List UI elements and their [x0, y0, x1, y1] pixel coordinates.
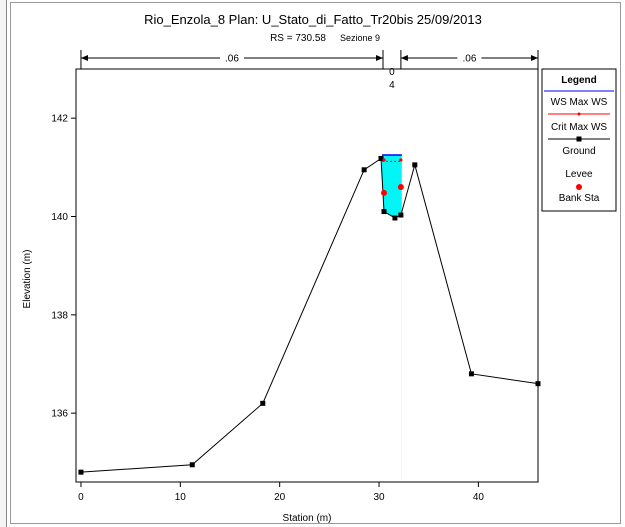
bank-sta-marker: [399, 158, 403, 162]
legend: Legend WS Max WS Crit Max WS Ground Leve…: [541, 68, 617, 212]
manning-left-label-bg: [219, 52, 244, 64]
ground-point: [535, 381, 541, 387]
manning-center-label-bottom: 4: [389, 80, 395, 91]
ground-point: [260, 400, 266, 406]
legend-item-ws-dot: [577, 112, 581, 116]
ground-point: [392, 215, 398, 221]
ground-point: [361, 167, 367, 173]
y-tick-label: 136: [51, 409, 68, 420]
manning-arrowhead: [400, 55, 408, 61]
chart-subtitle-rs: RS = 730.58: [270, 33, 326, 44]
manning-n-annotations: .06 .06 0 4: [80, 50, 539, 91]
x-tick-label: 20: [274, 492, 286, 503]
chart-subtitle-sezione: Sezione 9: [340, 33, 380, 43]
manning-right-label: .06: [462, 54, 476, 65]
ground-point: [468, 371, 474, 377]
legend-item-crit-marker: [576, 136, 582, 142]
chart-frame: [10, 2, 621, 524]
legend-item-levee-label: Levee: [565, 169, 593, 180]
manning-arrowhead: [531, 55, 538, 61]
legend-item-ground-label: Ground: [562, 146, 595, 157]
legend-item-crit-label: Crit Max WS: [551, 122, 607, 133]
levee-marker: [397, 184, 404, 190]
levee-marker: [381, 189, 387, 196]
ground-point: [412, 162, 418, 168]
ground-point: [378, 155, 384, 161]
x-tick-label: 10: [175, 492, 187, 503]
legend-item-ws-label: WS Max WS: [551, 97, 608, 108]
bank-sta-marker: [382, 158, 386, 162]
ground-point: [78, 469, 84, 475]
x-axis-label: Station (m): [283, 513, 332, 524]
y-tick-label: 142: [51, 114, 68, 125]
x-tick-label: 0: [78, 492, 84, 503]
window-left-border: [0, 0, 7, 527]
x-tick-label: 40: [473, 492, 485, 503]
manning-right-label-bg: [457, 52, 482, 64]
plot-area: [75, 68, 539, 483]
y-axis-label: Elevation (m): [22, 250, 33, 309]
y-axis: 136 138 140 142: [51, 114, 76, 420]
manning-arrowhead: [80, 55, 88, 61]
manning-left-label: .06: [225, 54, 239, 65]
x-tick-label: 30: [373, 492, 385, 503]
y-tick-label: 140: [51, 212, 68, 223]
levee-bank-markers: [381, 158, 404, 196]
legend-item-bank-label: Bank Sta: [559, 193, 600, 204]
ground-point: [381, 209, 387, 215]
manning-center-label-top: 0: [389, 67, 395, 78]
ground-point: [189, 462, 195, 468]
x-axis: 0 10 20 30 40: [78, 482, 484, 503]
legend-item-levee-marker: [576, 184, 582, 190]
chart-title: Rio_Enzola_8 Plan: U_Stato_di_Fatto_Tr20…: [144, 12, 482, 27]
y-tick-label: 138: [51, 310, 68, 321]
ground-point: [398, 212, 404, 218]
manning-arrowhead: [376, 55, 384, 61]
ground-profile-layer: [78, 155, 541, 475]
legend-title: Legend: [561, 75, 597, 86]
